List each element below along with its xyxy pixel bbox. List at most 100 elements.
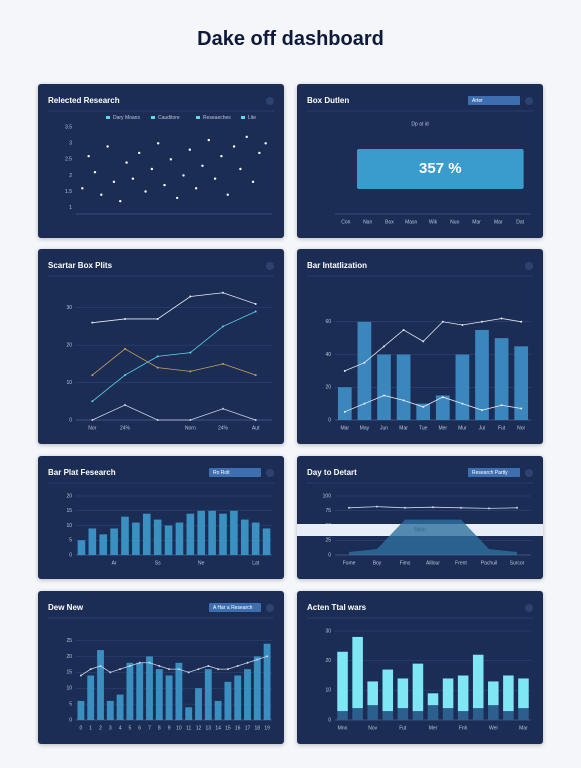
bar [204, 669, 212, 720]
bar [472, 654, 484, 709]
bar [77, 540, 86, 555]
close-button[interactable] [525, 469, 533, 477]
x-tick-label: Nor [88, 425, 96, 431]
x-tick-label: Masn [405, 219, 417, 225]
bar [357, 321, 372, 420]
point [138, 661, 141, 664]
y-tick-label: 3.5 [65, 125, 72, 131]
x-tick-label: Lat [252, 560, 260, 566]
button[interactable] [468, 96, 520, 105]
x-tick-label: Fome [343, 560, 356, 566]
x-tick-label: Pachuil [481, 560, 497, 566]
panel: Acten Ttal wars 0 10 20 30 Mnn Nov Fut Mer Fnh Wel… [297, 591, 543, 744]
x-tick-label: Aut [252, 425, 260, 431]
point [79, 674, 82, 677]
point [254, 419, 257, 421]
point [226, 193, 229, 196]
x-tick-label: Mur [458, 425, 467, 431]
x-tick-label: 18 [255, 725, 261, 731]
point [520, 407, 523, 410]
y-tick-label: 15 [66, 670, 72, 676]
point [258, 151, 261, 155]
panel: Bar Intatlization 0 20 40 60 Mar May Jun Mar Tue M… [297, 249, 543, 444]
x-tick-label: 1 [89, 725, 92, 731]
button[interactable] [209, 603, 261, 612]
close-button[interactable] [266, 604, 274, 612]
bar [197, 510, 206, 555]
point [125, 161, 128, 164]
close-button[interactable] [266, 97, 274, 105]
point [461, 402, 464, 405]
x-tick-label: Mer [429, 725, 438, 731]
bar [352, 708, 363, 720]
point [194, 187, 198, 190]
x-tick-label: Con [341, 219, 350, 225]
legend-swatch [106, 116, 110, 119]
x-tick-label: Mar [340, 425, 349, 431]
point [109, 671, 112, 674]
point [175, 196, 179, 200]
y-tick-label: 3 [69, 141, 72, 147]
close-button[interactable] [525, 604, 533, 612]
x-tick-label: 6 [138, 725, 141, 731]
y-tick-label: 0 [328, 717, 331, 723]
bar [116, 694, 124, 720]
point [156, 419, 159, 421]
bar [136, 662, 144, 720]
point [239, 167, 242, 171]
bar [442, 708, 454, 720]
bar [337, 711, 348, 720]
y-tick-label: 0 [328, 417, 331, 423]
y-tick-label: 25 [325, 538, 331, 544]
close-button[interactable] [525, 262, 533, 270]
bar [412, 663, 424, 712]
point [197, 668, 200, 671]
x-tick-label: Ss [155, 560, 161, 566]
bar [367, 705, 378, 720]
bar [263, 643, 271, 720]
close-button[interactable] [525, 97, 533, 105]
y-tick-label: 2.5 [65, 157, 72, 163]
button[interactable] [209, 468, 261, 477]
y-tick-label: 5 [69, 701, 72, 707]
y-tick-label: 25 [66, 638, 72, 644]
x-tick-label: 24% [120, 425, 131, 431]
point [461, 324, 464, 327]
point [254, 374, 257, 377]
point [383, 345, 385, 348]
point [220, 154, 223, 158]
x-tick-label: Box [385, 219, 394, 225]
x-tick-label: 10 [176, 725, 182, 731]
close-button[interactable] [266, 262, 274, 270]
point [402, 399, 405, 402]
x-tick-label: Tue [419, 425, 428, 431]
y-tick-label: 1 [69, 205, 72, 211]
bar [99, 534, 108, 555]
point [256, 658, 259, 661]
close-button[interactable] [266, 469, 274, 477]
point [264, 142, 267, 145]
point [217, 668, 220, 671]
point [481, 409, 483, 412]
x-tick-label: Dat [516, 219, 524, 225]
x-tick-label: 3 [109, 725, 112, 731]
line [92, 348, 256, 376]
bar [494, 338, 509, 420]
bar [397, 708, 409, 720]
x-tick-label: 2 [99, 725, 102, 731]
point [128, 664, 131, 667]
bar [155, 669, 163, 720]
x-tick-label: Fnh [459, 725, 468, 731]
point [189, 351, 192, 354]
panel: Relected Research 1 1.5 2 2.5 3 3.5 Dary Moans C… [38, 84, 284, 238]
bar [165, 675, 173, 720]
button[interactable] [468, 468, 520, 477]
chart: Bar Intatlization 0 20 40 60 Mar May Jun Mar Tue M… [307, 261, 533, 431]
x-tick-label: 7 [148, 725, 151, 731]
point [124, 374, 126, 377]
chart-title: Dew New [48, 603, 84, 612]
y-tick-label: 20 [66, 654, 72, 660]
x-tick-label: 0 [80, 725, 83, 731]
point [91, 419, 94, 421]
